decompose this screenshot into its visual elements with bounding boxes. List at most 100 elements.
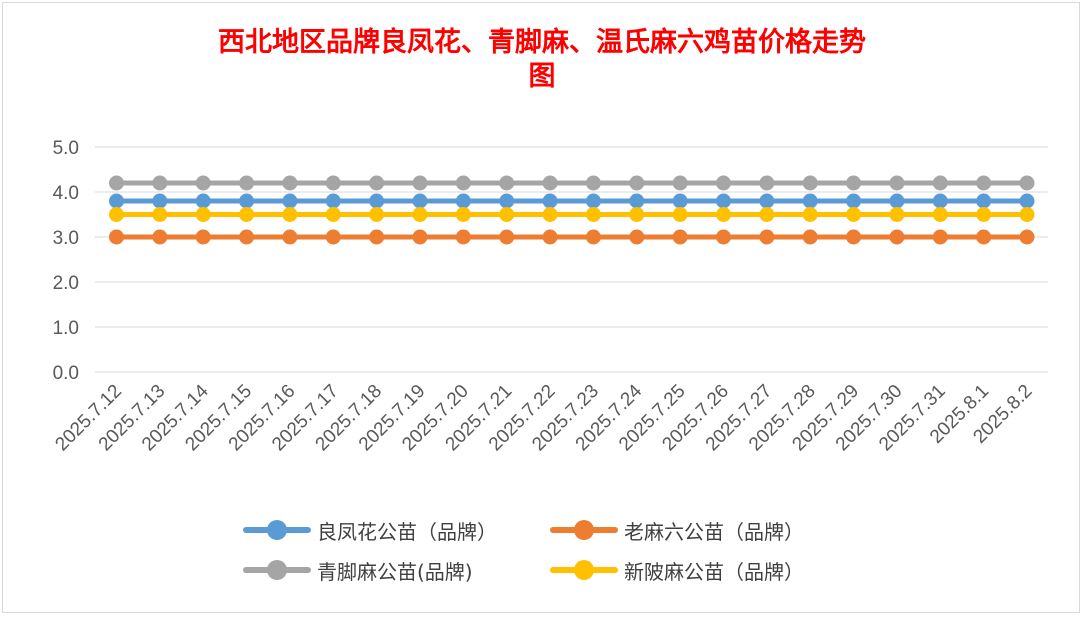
series-4 — [109, 207, 1035, 222]
data-point — [802, 229, 818, 245]
data-point — [932, 229, 948, 245]
legend-swatch-series-3 — [243, 555, 311, 585]
data-point — [672, 207, 688, 222]
data-point — [325, 193, 341, 209]
data-point — [195, 175, 211, 191]
legend-swatch-series-2 — [550, 515, 618, 545]
data-point — [672, 175, 688, 191]
data-point — [802, 175, 818, 191]
data-point — [716, 175, 731, 191]
data-point — [109, 175, 124, 191]
legend-item-series-4: 新陂麻公苗（品牌） — [550, 555, 804, 585]
data-point — [629, 207, 645, 222]
data-point — [976, 207, 992, 222]
data-point — [239, 207, 255, 222]
data-point — [846, 207, 862, 222]
data-point — [889, 193, 905, 209]
data-point — [499, 207, 515, 222]
data-point — [716, 207, 731, 222]
data-point — [499, 193, 515, 209]
data-point — [239, 193, 255, 209]
data-point — [412, 193, 428, 209]
data-point — [889, 175, 905, 191]
legend-item-series-3: 青脚麻公苗(品牌) — [243, 555, 473, 585]
legend-label-series-1: 良凤花公苗（品牌） — [317, 519, 497, 544]
chart-title: 西北地区品牌良凤花、青脚麻、温氏麻六鸡苗价格走势 图 — [0, 26, 1084, 94]
data-point — [585, 193, 601, 209]
data-point — [412, 175, 428, 191]
legend-label-series-2: 老麻六公苗（品牌） — [624, 519, 804, 544]
data-point — [109, 229, 124, 245]
chart-title-line1: 西北地区品牌良凤花、青脚麻、温氏麻六鸡苗价格走势 — [218, 27, 866, 58]
data-point — [282, 229, 298, 245]
data-point — [455, 175, 471, 191]
data-point — [759, 207, 775, 222]
data-point — [846, 193, 862, 209]
y-tick-label: 1.0 — [53, 318, 79, 339]
y-tick-label: 4.0 — [53, 183, 79, 204]
data-point — [239, 175, 255, 191]
data-point — [195, 193, 211, 209]
data-point — [282, 207, 298, 222]
data-point — [629, 193, 645, 209]
data-point — [759, 229, 775, 245]
data-point — [629, 229, 645, 245]
data-point — [282, 193, 298, 209]
legend-item-series-1: 良凤花公苗（品牌） — [243, 515, 497, 545]
data-point — [282, 175, 298, 191]
data-point — [109, 193, 124, 209]
legend-swatch-series-4 — [550, 555, 618, 585]
series-1 — [109, 193, 1035, 209]
legend-label-series-3: 青脚麻公苗(品牌) — [317, 559, 473, 584]
data-point — [542, 229, 558, 245]
data-point — [499, 229, 515, 245]
y-tick-label: 5.0 — [53, 138, 79, 159]
legend-item-series-2: 老麻六公苗（品牌） — [550, 515, 804, 545]
data-point — [152, 175, 168, 191]
data-point — [109, 207, 124, 222]
legend-swatch-series-1 — [243, 515, 311, 545]
data-point — [239, 229, 255, 245]
data-point — [325, 207, 341, 222]
legend-label-series-4: 新陂麻公苗（品牌） — [624, 559, 804, 584]
data-point — [455, 229, 471, 245]
data-point — [455, 207, 471, 222]
data-point — [455, 193, 471, 209]
y-tick-label: 3.0 — [53, 228, 79, 249]
data-point — [542, 193, 558, 209]
data-point — [932, 193, 948, 209]
series-3 — [109, 175, 1035, 191]
data-point — [716, 229, 731, 245]
data-point — [1019, 207, 1035, 222]
y-tick-label: 2.0 — [53, 273, 79, 294]
data-point — [325, 229, 341, 245]
data-point — [585, 229, 601, 245]
series-lines — [109, 175, 1035, 245]
data-point — [672, 229, 688, 245]
data-point — [716, 193, 731, 209]
data-point — [802, 193, 818, 209]
data-point — [152, 207, 168, 222]
data-point — [1019, 175, 1035, 191]
data-point — [542, 175, 558, 191]
data-point — [412, 207, 428, 222]
data-point — [152, 229, 168, 245]
data-point — [759, 175, 775, 191]
data-point — [976, 175, 992, 191]
data-point — [195, 207, 211, 222]
data-point — [759, 193, 775, 209]
data-point — [412, 229, 428, 245]
data-point — [369, 175, 385, 191]
y-axis-ticks: 5.0 4.0 3.0 2.0 1.0 0.0 — [53, 138, 79, 384]
data-point — [1019, 193, 1035, 209]
data-point — [325, 175, 341, 191]
data-point — [889, 207, 905, 222]
data-point — [802, 207, 818, 222]
data-point — [499, 175, 515, 191]
data-point — [629, 175, 645, 191]
data-point — [889, 229, 905, 245]
y-tick-label: 0.0 — [53, 363, 79, 384]
data-point — [976, 193, 992, 209]
